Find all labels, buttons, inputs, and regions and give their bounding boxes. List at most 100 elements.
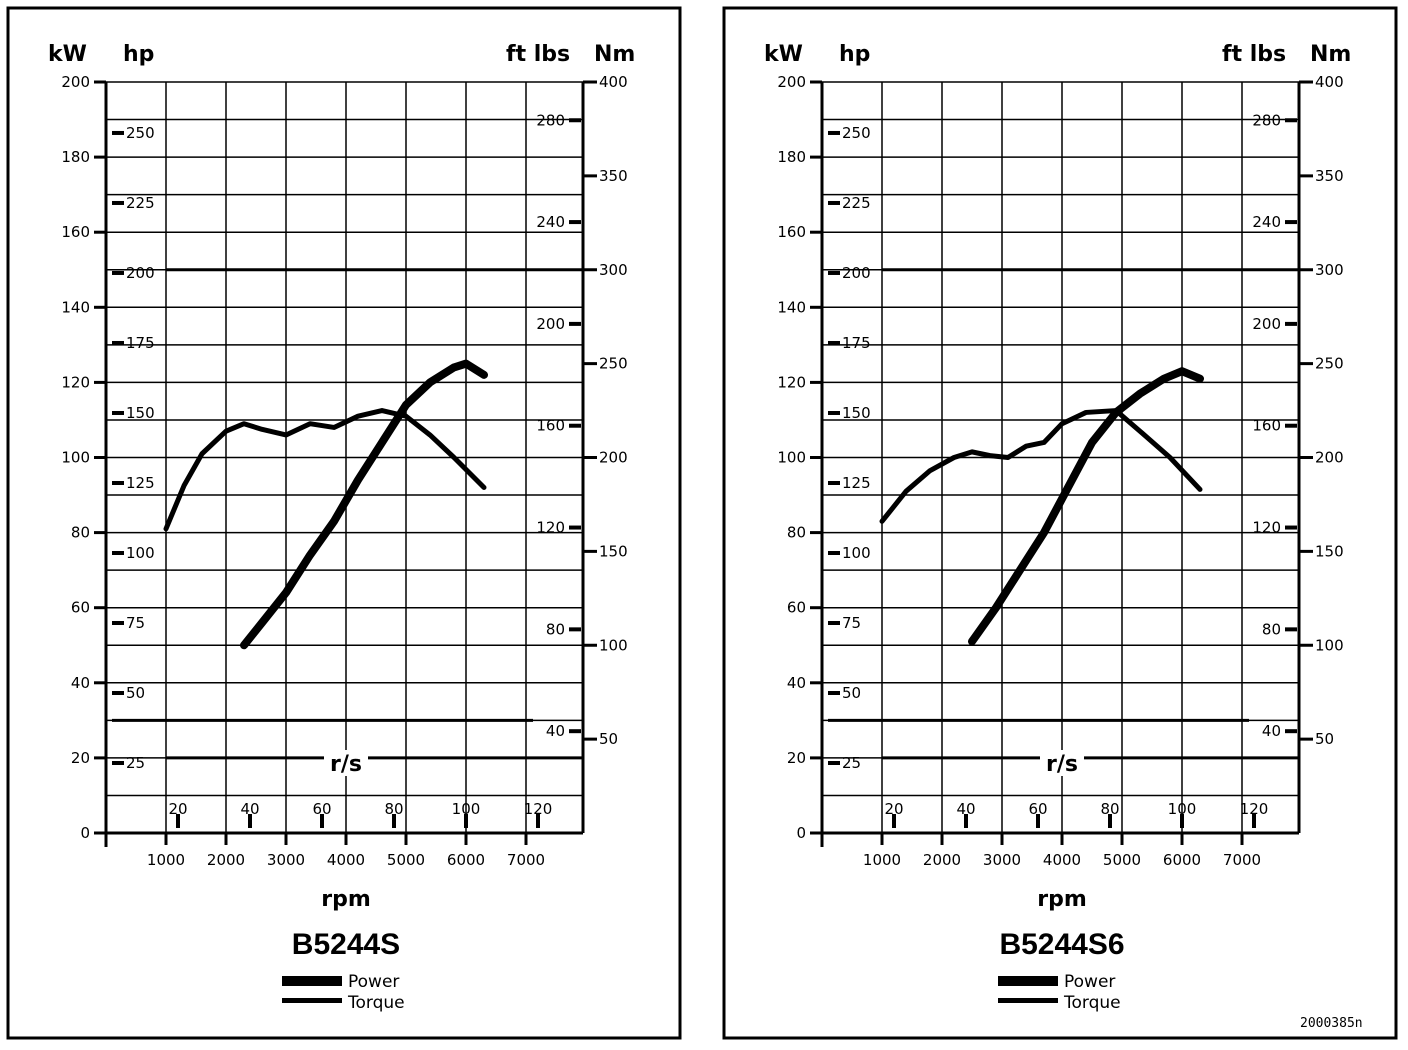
rs-tick-label: 120 <box>524 800 553 818</box>
hp-tick-label: 125 <box>842 474 871 492</box>
rs-label-bg <box>324 750 368 776</box>
rs-tick-label: 100 <box>1168 800 1197 818</box>
rs-axis-label: r/s <box>330 752 362 777</box>
rpm-tick-label: 4000 <box>1043 851 1081 869</box>
kw-tick-label: 120 <box>777 373 806 391</box>
nm-tick-label: 150 <box>599 542 628 560</box>
nm-tick-label: 200 <box>1315 449 1344 467</box>
rpm-tick-label: 6000 <box>447 851 485 869</box>
kw-tick-label: 80 <box>787 524 806 542</box>
kw-unit-label: kW <box>764 42 803 67</box>
rpm-tick-label: 7000 <box>507 851 545 869</box>
kw-tick-label: 140 <box>777 298 806 316</box>
hp-tick-label: 150 <box>842 404 871 422</box>
ftlbs-tick-label: 80 <box>1262 620 1281 638</box>
ftlbs-tick-label: 40 <box>1262 722 1281 740</box>
hp-tick-label: 125 <box>126 474 155 492</box>
rpm-axis-label: rpm <box>321 887 371 912</box>
kw-tick-label: 120 <box>61 373 90 391</box>
ftlbs-tick-label: 120 <box>1252 519 1281 537</box>
grid <box>822 81 1299 833</box>
power-curve <box>968 367 1204 646</box>
rpm-tick-label: 2000 <box>207 851 245 869</box>
kw-tick-label: 60 <box>787 599 806 617</box>
hp-tick-label: 200 <box>126 264 155 282</box>
rs-tick-label: 120 <box>1240 800 1269 818</box>
legend-torque-swatch <box>282 998 342 1003</box>
hp-tick-label: 250 <box>126 124 155 142</box>
rpm-tick-label: 7000 <box>1223 851 1261 869</box>
nm-tick-label: 50 <box>599 730 618 748</box>
rs-tick-label: 60 <box>1028 800 1047 818</box>
nm-tick-label: 50 <box>1315 730 1334 748</box>
kw-tick-label: 0 <box>80 824 90 842</box>
kw-tick-label: 100 <box>61 449 90 467</box>
ftlbs-tick-label: 200 <box>1252 315 1281 333</box>
nm-tick-label: 400 <box>599 73 628 91</box>
kw-tick-label: 100 <box>777 449 806 467</box>
kw-tick-label: 200 <box>61 73 90 91</box>
rpm-axis-label: rpm <box>1037 887 1087 912</box>
legend-power-swatch <box>282 976 342 986</box>
hp-tick-label: 225 <box>842 194 871 212</box>
nm-tick-label: 300 <box>599 261 628 279</box>
nm-tick-label: 300 <box>1315 261 1344 279</box>
rpm-tick-label: 2000 <box>923 851 961 869</box>
kw-tick-label: 180 <box>61 148 90 166</box>
ftlbs-tick-label: 160 <box>536 417 565 435</box>
panel-frame <box>722 6 1398 1040</box>
rs-tick-label: 40 <box>240 800 259 818</box>
ftlbs-tick-label: 40 <box>546 722 565 740</box>
rpm-tick-label: 3000 <box>267 851 305 869</box>
rs-axis-label: r/s <box>1046 752 1078 777</box>
hp-tick-label: 175 <box>126 334 155 352</box>
model-title: B5244S <box>292 928 400 961</box>
ftlbs-tick-label: 80 <box>546 620 565 638</box>
kw-tick-label: 60 <box>71 599 90 617</box>
hp-tick-label: 25 <box>842 754 861 772</box>
rs-tick-label: 20 <box>168 800 187 818</box>
nm-tick-label: 150 <box>1315 542 1344 560</box>
chart-panel-b5244s: kW hp ft lbs Nm 0 20 40 60 80 100 120 140 160 180 200 2… <box>6 6 682 1040</box>
chart-b5244s6: kW hp ft lbs Nm 0 20 40 60 80 100 120 140 160 180 200 2… <box>722 6 1398 1040</box>
rpm-tick-label: 1000 <box>147 851 185 869</box>
hp-tick-label: 175 <box>842 334 871 352</box>
kw-tick-label: 140 <box>61 298 90 316</box>
kw-tick-label: 200 <box>777 73 806 91</box>
hp-tick-label: 50 <box>126 684 145 702</box>
rpm-tick-label: 5000 <box>1103 851 1141 869</box>
hp-tick-label: 250 <box>842 124 871 142</box>
rpm-tick-label: 4000 <box>327 851 365 869</box>
legend-torque-label: Torque <box>347 993 405 1013</box>
kw-tick-label: 160 <box>777 223 806 241</box>
ftlbs-tick-label: 160 <box>1252 417 1281 435</box>
rpm-tick-label: 5000 <box>387 851 425 869</box>
rpm-tick-label: 1000 <box>863 851 901 869</box>
ftlbs-unit-label: ft lbs <box>1222 42 1286 67</box>
legend-power-swatch <box>998 976 1058 986</box>
figure-reference-code: 2000385n <box>1300 1016 1363 1031</box>
ftlbs-tick-label: 120 <box>536 519 565 537</box>
model-title: B5244S6 <box>999 928 1124 961</box>
hp-tick-label: 75 <box>842 614 861 632</box>
ftlbs-tick-label: 280 <box>1252 111 1281 129</box>
hp-tick-label: 225 <box>126 194 155 212</box>
kw-tick-label: 160 <box>61 223 90 241</box>
chart-b5244s: kW hp ft lbs Nm 0 20 40 60 80 100 120 140 160 180 200 2… <box>6 6 682 1040</box>
hp-tick-label: 100 <box>126 544 155 562</box>
nm-tick-label: 350 <box>1315 167 1344 185</box>
legend-torque-label: Torque <box>1063 993 1121 1013</box>
nm-tick-label: 250 <box>599 355 628 373</box>
nm-tick-label: 400 <box>1315 73 1344 91</box>
rpm-tick-label: 3000 <box>983 851 1021 869</box>
ftlbs-tick-label: 200 <box>536 315 565 333</box>
legend-power-label: Power <box>348 972 399 992</box>
kw-unit-label: kW <box>48 42 87 67</box>
rs-tick-label: 60 <box>312 800 331 818</box>
legend-torque-swatch <box>998 998 1058 1003</box>
rs-tick-label: 80 <box>384 800 403 818</box>
rs-tick-label: 80 <box>1100 800 1119 818</box>
kw-tick-label: 80 <box>71 524 90 542</box>
nm-unit-label: Nm <box>594 42 635 67</box>
torque-curve <box>879 408 1203 524</box>
